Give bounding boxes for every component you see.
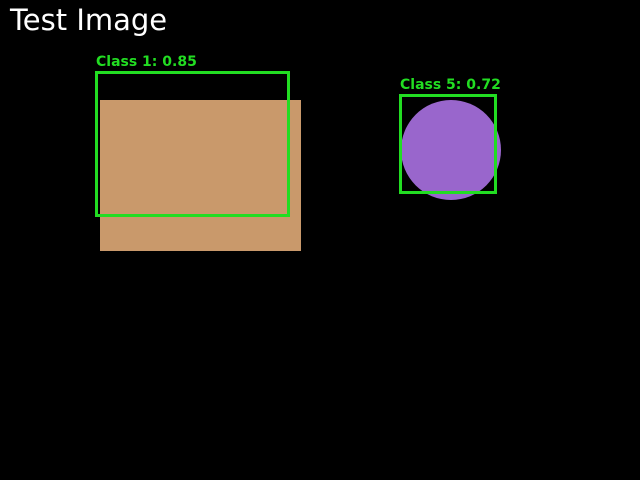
detection-label-class-5: Class 5: 0.72	[400, 77, 501, 93]
detection-label-class-1: Class 1: 0.85	[96, 54, 197, 70]
detection-box-class-1	[95, 71, 290, 217]
detection-box-class-5	[399, 94, 497, 194]
purple-circle-object	[401, 100, 501, 200]
image-title: Test Image	[10, 3, 168, 37]
tan-rectangle-object	[100, 100, 301, 251]
